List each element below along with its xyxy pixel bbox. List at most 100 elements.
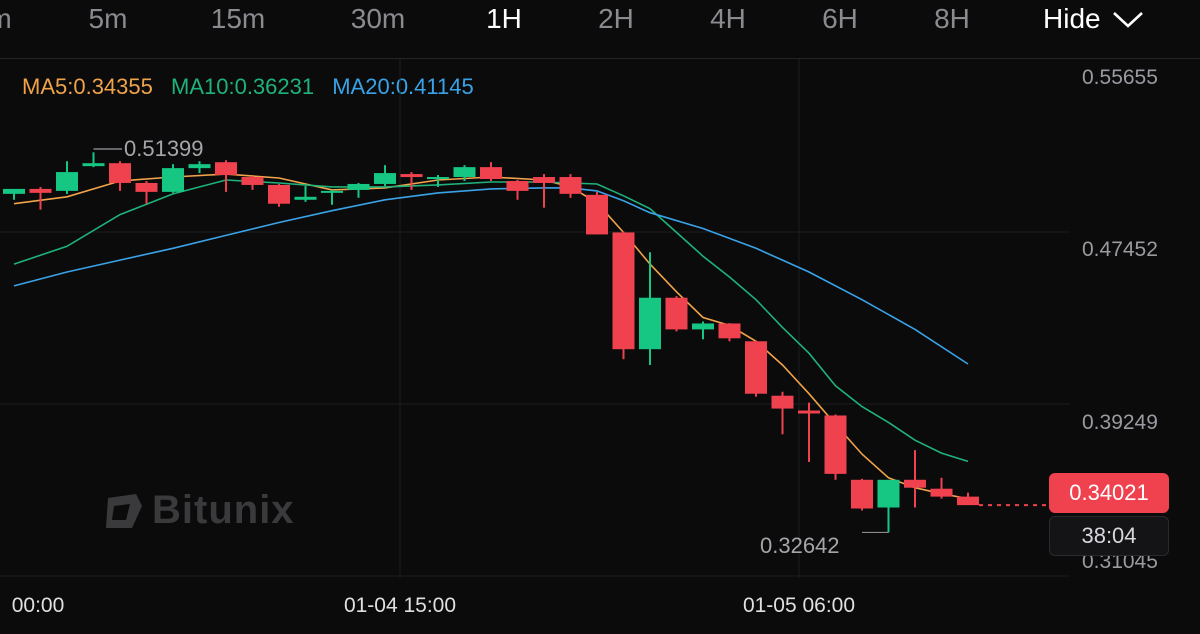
candle-body — [559, 177, 582, 194]
candle — [665, 296, 688, 332]
candle — [798, 402, 820, 462]
candle-body — [877, 479, 900, 508]
candle-body — [771, 395, 794, 409]
candle — [29, 186, 52, 210]
watermark-text: Bitunix — [152, 488, 295, 532]
candle — [453, 165, 476, 181]
ma-line-ma10 — [13, 179, 969, 463]
candle — [559, 174, 582, 198]
candle-body — [427, 177, 449, 180]
candle — [851, 478, 873, 511]
candle-body — [930, 488, 953, 497]
candle-layer — [3, 152, 979, 533]
candle — [347, 182, 370, 198]
candle-body — [718, 323, 741, 339]
candle-body — [56, 172, 78, 191]
ma-line-ma20 — [13, 187, 969, 365]
candle — [294, 185, 317, 202]
high-price-label: 0.51399 — [124, 136, 204, 161]
ma10-label: MA10:0.36231 — [171, 74, 315, 99]
y-tick-label: 0.39249 — [1082, 411, 1158, 434]
tab-timeframe-1h[interactable]: 1H — [486, 3, 522, 34]
candle-body — [798, 410, 820, 414]
tab-timeframe-5m[interactable]: 5m — [88, 3, 128, 34]
header-divider — [0, 58, 1200, 59]
candle — [718, 323, 741, 342]
candle-body — [851, 479, 873, 509]
tab-timeframe-15m[interactable]: 15m — [210, 3, 266, 34]
candle-body — [745, 341, 767, 394]
annotation-layer — [93, 148, 1049, 534]
candle — [586, 191, 608, 235]
candle — [162, 164, 184, 193]
candle-body — [268, 184, 290, 204]
timeframe-tabs: m 5m 15m 30m 1H 2H 4H 6H 8H Hide — [0, 0, 1200, 40]
chevron-down-icon — [1112, 12, 1143, 28]
candle — [82, 152, 105, 168]
ma20-label: MA20:0.41145 — [332, 74, 474, 99]
candle — [135, 180, 158, 204]
candle-body — [321, 190, 343, 193]
low-price-label: 0.32642 — [760, 533, 840, 558]
candle-body — [241, 177, 264, 185]
x-tick-label: 00:00 — [11, 594, 65, 617]
candle — [56, 161, 78, 194]
candle-body — [135, 182, 158, 192]
candle — [268, 183, 290, 207]
candle — [188, 161, 211, 174]
candle-body — [480, 167, 502, 180]
tab-timeframe-1m[interactable]: m — [0, 3, 12, 35]
tab-timeframe-2h[interactable]: 2H — [598, 3, 634, 34]
candle — [904, 450, 926, 508]
candle — [957, 492, 979, 506]
candle — [824, 414, 847, 480]
candle — [400, 172, 423, 190]
last-price-tag: 0.34021 — [1049, 473, 1169, 513]
hide-button[interactable]: Hide — [1043, 3, 1145, 35]
candle — [771, 391, 794, 435]
candle-body — [692, 323, 714, 330]
ma-legend: MA5:0.34355 MA10:0.36231 MA20:0.41145 — [22, 74, 486, 100]
candle — [639, 252, 661, 366]
candle-body — [612, 232, 635, 350]
candle-body — [347, 183, 370, 190]
tab-timeframe-4h[interactable]: 4H — [710, 3, 746, 34]
watermark: Bitunix — [102, 488, 295, 533]
candle-body — [400, 174, 423, 178]
candle — [3, 188, 25, 200]
x-tick-label: 01-04 15:00 — [343, 594, 457, 617]
candle-body — [639, 297, 661, 350]
candle — [692, 321, 714, 340]
x-tick-label: 01-05 06:00 — [742, 594, 856, 617]
bitunix-logo-icon — [106, 493, 142, 528]
candle-body — [3, 188, 25, 194]
y-tick-label: 0.47452 — [1082, 238, 1158, 261]
tab-timeframe-6h[interactable]: 6H — [822, 3, 858, 34]
candle — [241, 176, 264, 190]
candle-countdown: 38:04 — [1049, 516, 1169, 556]
hide-label: Hide — [1043, 3, 1101, 34]
candle-body — [824, 415, 847, 474]
candle-body — [82, 163, 105, 167]
candle — [427, 175, 449, 187]
candle-body — [506, 180, 529, 191]
candle-body — [162, 168, 184, 192]
grid-layer — [0, 59, 1070, 578]
tab-timeframe-8h[interactable]: 8H — [934, 3, 970, 34]
candle — [877, 479, 900, 533]
candle-body — [188, 164, 211, 169]
candle — [533, 174, 555, 208]
candle-body — [586, 194, 608, 235]
candle-body — [374, 173, 396, 184]
ma5-label: MA5:0.34355 — [22, 74, 153, 99]
candle — [109, 161, 131, 191]
candle — [480, 162, 502, 181]
candle — [506, 180, 529, 200]
candle-body — [665, 297, 688, 330]
candle-body — [453, 167, 476, 178]
candle-body — [533, 177, 555, 183]
tab-timeframe-30m[interactable]: 30m — [350, 3, 406, 34]
candle-body — [294, 196, 317, 200]
candle-body — [904, 479, 926, 488]
